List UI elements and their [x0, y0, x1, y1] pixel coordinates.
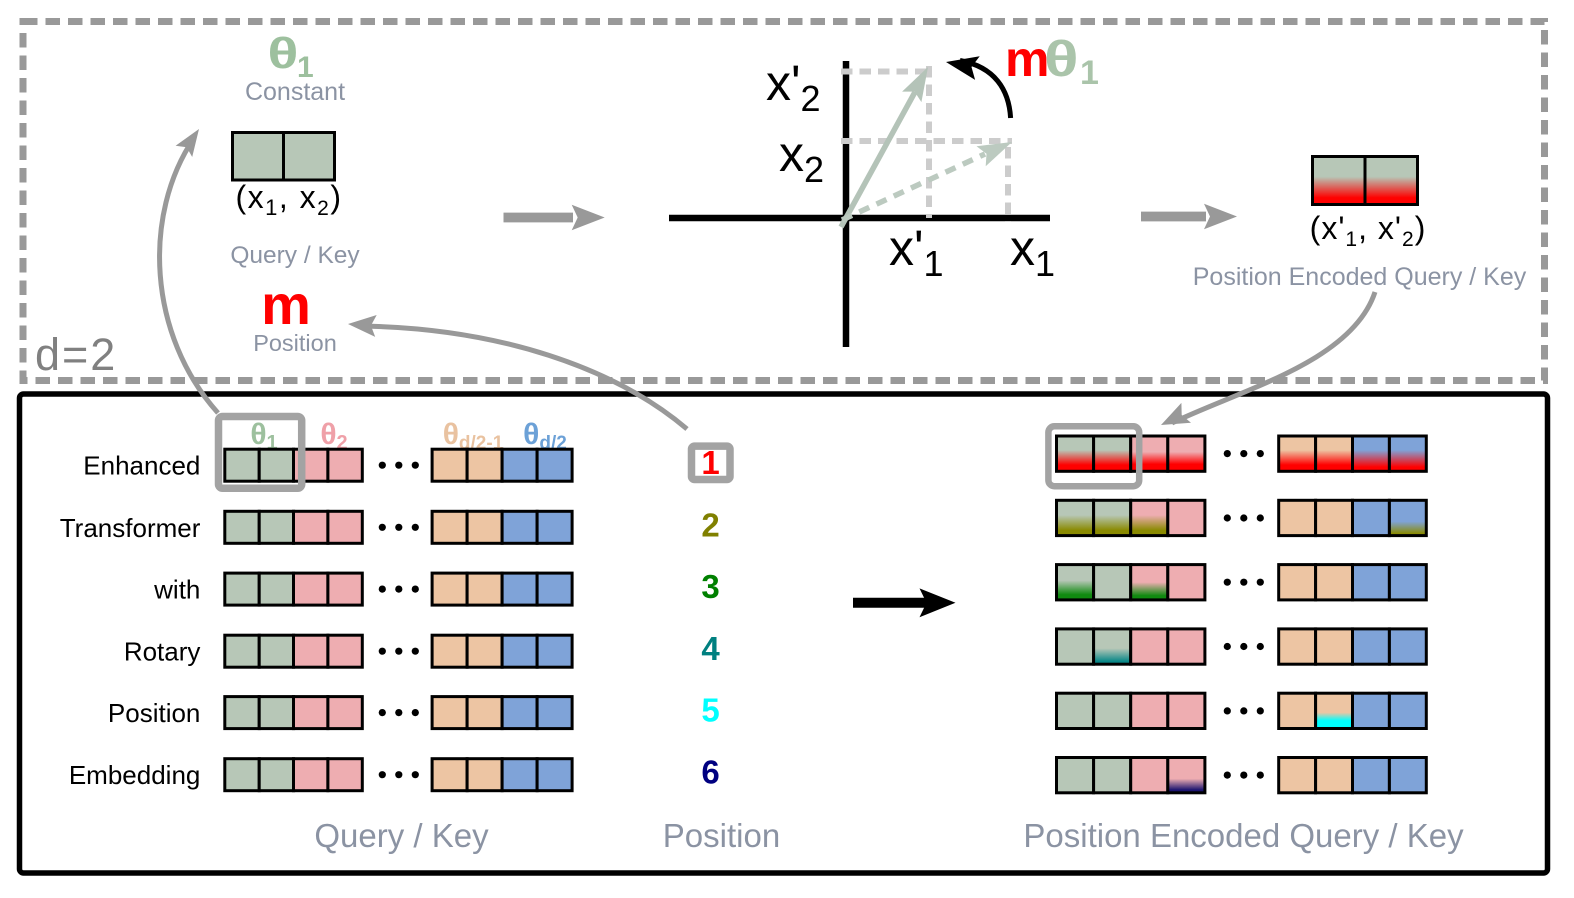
- svg-text:with: with: [153, 575, 200, 605]
- svg-text:6: 6: [701, 754, 719, 791]
- svg-text:4: 4: [701, 630, 720, 667]
- svg-text:Position: Position: [253, 330, 337, 356]
- svg-text:5: 5: [701, 692, 719, 729]
- svg-text:Constant: Constant: [245, 78, 345, 106]
- svg-text:θ: θ: [268, 28, 299, 77]
- svg-text:Rotary: Rotary: [124, 637, 201, 667]
- svg-text:x1: x1: [1010, 220, 1055, 284]
- svg-text:(x'1, x'2): (x'1, x'2): [1310, 210, 1427, 251]
- svg-text:x'2: x'2: [766, 55, 821, 119]
- svg-text:Embedding: Embedding: [69, 760, 201, 790]
- svg-text:(x1, x2): (x1, x2): [235, 179, 342, 220]
- svg-text:Query / Key: Query / Key: [230, 242, 360, 269]
- svg-text:Position: Position: [663, 817, 780, 854]
- svg-text:d=2: d=2: [35, 329, 117, 380]
- svg-text:Position: Position: [108, 698, 201, 728]
- svg-text:Query / Key: Query / Key: [314, 817, 489, 854]
- svg-text:3: 3: [701, 568, 719, 605]
- svg-text:Position Encoded Query / Key: Position Encoded Query / Key: [1193, 263, 1527, 291]
- svg-text:x2: x2: [779, 126, 824, 190]
- svg-text:m: m: [261, 273, 311, 336]
- svg-text:m: m: [1005, 31, 1049, 87]
- svg-text:Transformer: Transformer: [60, 513, 201, 543]
- svg-text:1: 1: [701, 444, 719, 481]
- svg-text:θ: θ: [1044, 32, 1079, 88]
- svg-text:Position Encoded Query / Key: Position Encoded Query / Key: [1023, 817, 1464, 854]
- svg-text:x'1: x'1: [889, 220, 944, 284]
- svg-text:2: 2: [701, 506, 719, 543]
- svg-text:Enhanced: Enhanced: [83, 451, 200, 481]
- svg-text:1: 1: [1080, 54, 1099, 92]
- svg-text:1: 1: [297, 51, 314, 84]
